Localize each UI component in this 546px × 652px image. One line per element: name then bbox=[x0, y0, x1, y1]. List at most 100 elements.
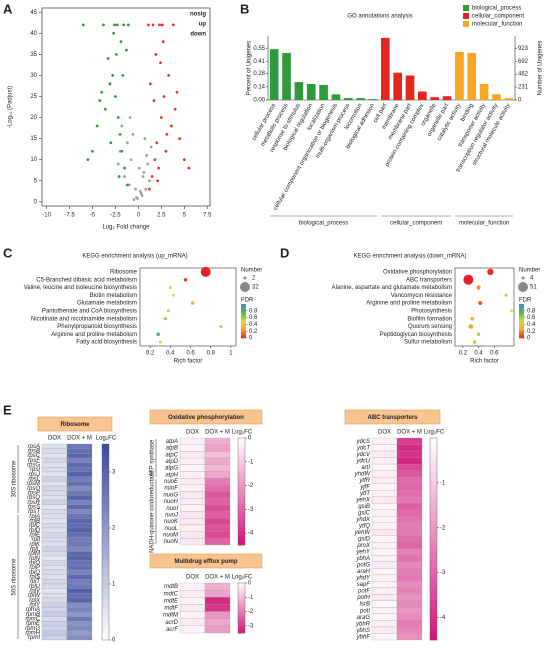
heat-cell bbox=[396, 574, 423, 582]
colorbar-step bbox=[430, 539, 437, 547]
point bbox=[91, 149, 94, 153]
category-label: Oxidative phosphorylation bbox=[383, 269, 452, 275]
colorbar-step bbox=[238, 491, 245, 496]
row-label: atpD bbox=[165, 459, 178, 465]
heat-cell bbox=[41, 481, 68, 487]
colorbar-step bbox=[238, 588, 245, 590]
x-tick-label: 7.5 bbox=[203, 213, 212, 219]
heat-cell bbox=[204, 625, 231, 634]
colorbar-step bbox=[519, 310, 524, 313]
heat-cell bbox=[371, 470, 398, 478]
heat-cell bbox=[371, 509, 398, 517]
colorbar-step bbox=[238, 466, 245, 471]
colorbar-step bbox=[238, 505, 245, 510]
heat-cell bbox=[371, 542, 398, 549]
row-label: rpsL bbox=[28, 477, 40, 483]
category-label: Biofilm formation bbox=[407, 316, 452, 322]
heat-cell bbox=[41, 448, 68, 454]
colorbar-tick-label: -2 bbox=[248, 483, 254, 489]
bar bbox=[294, 82, 304, 100]
heat-cell bbox=[396, 581, 423, 588]
colorbar-title: Log₂FC bbox=[96, 436, 117, 442]
colorbar-step bbox=[238, 621, 245, 624]
point bbox=[134, 187, 138, 191]
bubble bbox=[476, 332, 481, 336]
heat-cell bbox=[41, 471, 68, 477]
colorbar-step bbox=[241, 322, 246, 325]
row-label: rpmB bbox=[26, 612, 40, 618]
heat-cell bbox=[204, 538, 231, 546]
colorbar-step bbox=[238, 438, 245, 442]
colorbar-step bbox=[102, 528, 109, 536]
heat-cell bbox=[66, 481, 93, 487]
bubble bbox=[487, 268, 494, 276]
colorbar-tick-label: -1 bbox=[440, 480, 446, 486]
heat-cell bbox=[66, 560, 93, 566]
heat-cell bbox=[371, 620, 398, 628]
bubble bbox=[171, 293, 175, 297]
size-legend-mark bbox=[521, 276, 525, 280]
heat-cell bbox=[66, 593, 93, 599]
row-label: yjfF bbox=[359, 484, 370, 490]
colorbar-step bbox=[238, 589, 245, 592]
row-label: rpsI bbox=[30, 467, 40, 473]
heat-cell bbox=[396, 444, 423, 452]
heatmap-title: Ribosome bbox=[60, 422, 90, 428]
heat-cell bbox=[179, 618, 206, 626]
row-label: nuoF bbox=[164, 486, 178, 492]
heat-cell bbox=[371, 626, 398, 634]
row-label: rplE bbox=[29, 533, 41, 539]
heat-cell bbox=[41, 509, 68, 515]
heat-cell bbox=[371, 555, 398, 562]
point bbox=[102, 23, 105, 27]
colorbar-tick-label: -2 bbox=[248, 609, 254, 615]
heat-cell bbox=[66, 509, 93, 515]
bar bbox=[356, 98, 365, 100]
colorbar-step bbox=[238, 631, 245, 634]
column-header: DOX + M bbox=[205, 430, 230, 436]
heat-cell bbox=[41, 616, 68, 622]
row-label: rpsM bbox=[27, 481, 40, 487]
point bbox=[86, 158, 90, 162]
colorbar-step bbox=[430, 586, 437, 594]
heat-cell bbox=[396, 542, 423, 549]
y-tick-label: 35 bbox=[30, 52, 37, 58]
heat-cell bbox=[371, 574, 398, 582]
colorbar-step bbox=[519, 305, 524, 308]
colorbar-title: Log₂FC bbox=[232, 430, 253, 436]
heat-cell bbox=[66, 490, 93, 496]
y-tick-label: 25 bbox=[30, 94, 37, 100]
colorbar-step bbox=[430, 518, 437, 526]
x-tick-label: 5 bbox=[183, 213, 187, 219]
colorbar-step bbox=[519, 336, 524, 339]
row-label: rpsF bbox=[28, 458, 40, 464]
row-label: yhdY bbox=[355, 576, 371, 582]
heat-cell bbox=[41, 453, 68, 459]
row-label: atpB bbox=[166, 446, 178, 452]
category-label: Arginine and proline metabolism bbox=[51, 332, 137, 338]
y-tick-label: 10 bbox=[30, 157, 37, 163]
row-label: atpC bbox=[165, 452, 178, 458]
colorbar-frame bbox=[237, 582, 246, 634]
heat-cell bbox=[179, 484, 206, 492]
row-label: rplV bbox=[29, 589, 41, 595]
heat-cell bbox=[396, 594, 423, 602]
bar bbox=[269, 49, 279, 100]
row-label: sapF bbox=[357, 582, 371, 588]
colorbar-step bbox=[241, 304, 246, 306]
row-label: mdtB bbox=[164, 584, 178, 590]
colorbar-step bbox=[102, 515, 109, 523]
point bbox=[182, 158, 186, 162]
title-box bbox=[149, 553, 263, 569]
title-box bbox=[37, 416, 113, 432]
colorbar-step bbox=[102, 568, 109, 575]
row-label: yehW bbox=[354, 530, 372, 536]
colorbar-step bbox=[430, 606, 437, 614]
heat-cell bbox=[66, 625, 93, 631]
row-label: rpsJ bbox=[29, 472, 41, 478]
colorbar-step bbox=[519, 314, 524, 317]
bar bbox=[418, 91, 427, 100]
heat-cell bbox=[66, 597, 93, 603]
y-axis-title: Percent of Unigenes bbox=[247, 41, 253, 95]
colorbar-tick-label: 0.6 bbox=[249, 315, 258, 321]
